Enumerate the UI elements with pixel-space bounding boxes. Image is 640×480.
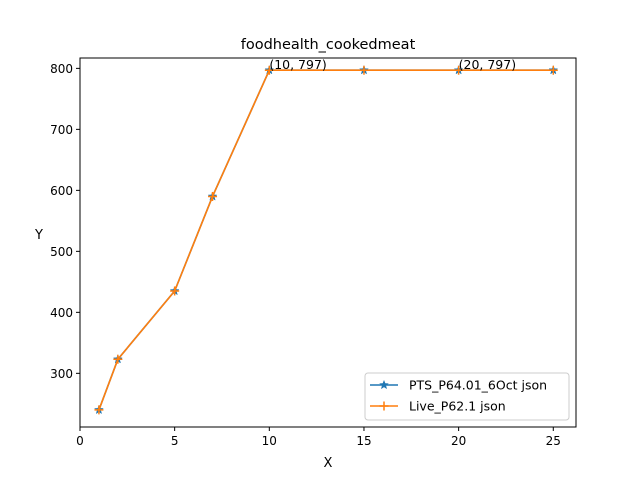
- series-2-point: [94, 405, 104, 415]
- point-annotation: (20, 797): [459, 57, 516, 72]
- x-tick-label: 10: [262, 434, 277, 448]
- legend-label: Live_P62.1 json: [409, 399, 506, 414]
- plot-frame: [79, 57, 577, 428]
- y-tick-label: 700: [50, 123, 73, 137]
- x-tick-label: 25: [546, 434, 561, 448]
- legend-box: [364, 372, 570, 421]
- y-axis-ticks: 300 400 500 600 700 800: [50, 62, 80, 381]
- legend: PTS_P64.01_6Oct json Live_P62.1 json: [364, 372, 570, 421]
- series-2-point: [548, 65, 558, 75]
- series-2-point: [264, 65, 274, 75]
- x-tick-label: 5: [171, 434, 179, 448]
- series-line-1: [98, 69, 554, 411]
- series-2-point: [170, 286, 180, 296]
- y-tick-label: 600: [50, 184, 73, 198]
- x-tick-label: 15: [356, 434, 371, 448]
- series-layer: [93, 64, 559, 415]
- series-2-point: [208, 191, 218, 201]
- series-2-point: [113, 354, 123, 364]
- legend-label: PTS_P64.01_6Oct json: [409, 378, 547, 393]
- y-tick-label: 400: [50, 306, 73, 320]
- point-annotation: (10, 797): [269, 57, 326, 72]
- series-line-2: [98, 69, 554, 411]
- legend-marker: [379, 401, 389, 411]
- y-tick-label: 300: [50, 367, 73, 381]
- x-axis-label: X: [324, 456, 333, 471]
- chart-title: foodhealth_cookedmeat: [241, 37, 416, 53]
- x-tick-label: 0: [76, 434, 84, 448]
- y-axis-label: Y: [34, 228, 43, 243]
- y-tick-label: 500: [50, 245, 73, 259]
- legend-marker: [379, 379, 389, 390]
- x-tick-label: 20: [451, 434, 466, 448]
- legend-items: PTS_P64.01_6Oct json Live_P62.1 json: [370, 378, 547, 414]
- y-tick-label: 800: [50, 62, 73, 76]
- annotation-layer: (10, 797) (20, 797): [269, 57, 516, 72]
- series-2-point: [359, 65, 369, 75]
- x-axis-ticks: 0 5 10 15 20 25: [76, 427, 561, 448]
- series-2-point: [454, 65, 464, 75]
